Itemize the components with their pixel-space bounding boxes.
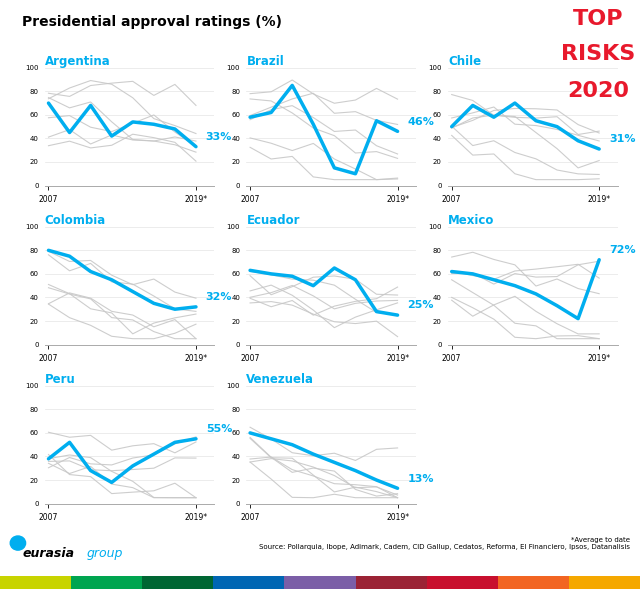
Text: Venezuela: Venezuela bbox=[246, 373, 314, 386]
Bar bbox=[498, 576, 569, 589]
Text: 2020: 2020 bbox=[568, 81, 629, 101]
Bar bbox=[569, 576, 640, 589]
Text: RISKS: RISKS bbox=[561, 44, 636, 64]
Text: Peru: Peru bbox=[45, 373, 76, 386]
Text: TOP: TOP bbox=[573, 9, 623, 29]
Text: 13%: 13% bbox=[408, 474, 434, 484]
Text: 32%: 32% bbox=[206, 292, 232, 302]
Text: 33%: 33% bbox=[206, 132, 232, 142]
Text: 25%: 25% bbox=[408, 300, 434, 310]
Text: 46%: 46% bbox=[408, 117, 435, 127]
Bar bbox=[71, 576, 142, 589]
Bar bbox=[427, 576, 498, 589]
Text: Brazil: Brazil bbox=[246, 55, 284, 68]
Text: Ecuador: Ecuador bbox=[246, 214, 300, 227]
Text: 55%: 55% bbox=[206, 424, 232, 434]
Text: Mexico: Mexico bbox=[448, 214, 494, 227]
Bar bbox=[142, 576, 213, 589]
Text: eurasia: eurasia bbox=[22, 547, 74, 560]
Bar bbox=[284, 576, 356, 589]
Text: *Average to date: *Average to date bbox=[572, 537, 630, 543]
Text: 72%: 72% bbox=[609, 245, 636, 255]
Text: Argentina: Argentina bbox=[45, 55, 111, 68]
Text: Chile: Chile bbox=[448, 55, 481, 68]
Text: 31%: 31% bbox=[609, 134, 636, 144]
Bar bbox=[0, 576, 71, 589]
Text: Presidential approval ratings (%): Presidential approval ratings (%) bbox=[22, 15, 282, 29]
Bar bbox=[213, 576, 284, 589]
Text: Colombia: Colombia bbox=[45, 214, 106, 227]
Text: group: group bbox=[86, 547, 123, 560]
Text: Source: Pollarquia, Ibope, Adimark, Cadem, CID Gallup, Cedatos, Reforma, El Fina: Source: Pollarquia, Ibope, Adimark, Cade… bbox=[259, 544, 630, 550]
Bar bbox=[356, 576, 427, 589]
